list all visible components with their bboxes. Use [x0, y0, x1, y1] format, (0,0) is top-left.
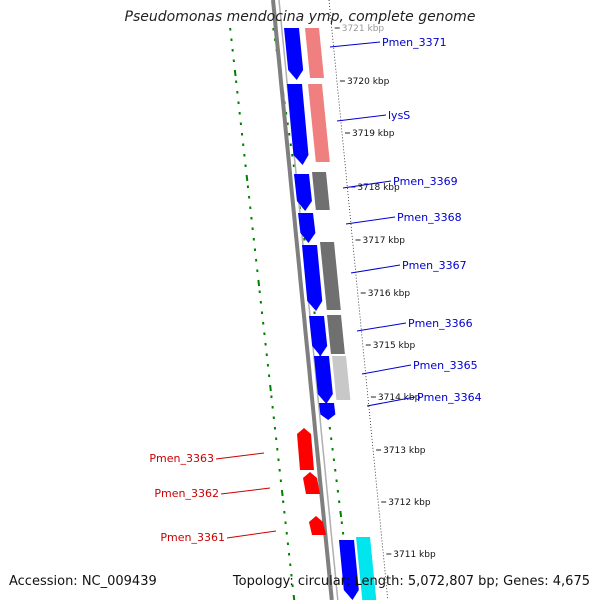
cog-block: [305, 28, 324, 78]
ruler-tick-label: 3719 kbp: [352, 129, 395, 139]
gene-leader-line: [330, 42, 380, 47]
map-title: Pseudomonas mendocina ymp, complete geno…: [0, 9, 600, 25]
gene-label-forward: Pmen_3367: [402, 259, 467, 272]
gene-leader-line: [227, 531, 276, 538]
ruler-tick-label: 3713 kbp: [383, 446, 426, 456]
gc-skew-dot: [270, 385, 271, 391]
forward-gene-arrow: [339, 540, 359, 600]
gene-label-reverse: Pmen_3361: [160, 531, 225, 544]
ruler-tick-label: 3716 kbp: [368, 289, 411, 299]
gene-label-forward: Pmen_3365: [413, 359, 478, 372]
forward-gene-arrow: [319, 403, 335, 420]
ruler-tick-label: 3717 kbp: [363, 236, 406, 246]
forward-gene-arrow: [309, 316, 327, 356]
cog-block: [308, 84, 330, 162]
ruler-tick-label: 3712 kbp: [388, 498, 431, 508]
gene-leader-line: [346, 217, 395, 224]
cog-block: [312, 172, 330, 210]
forward-gene-arrow: [302, 245, 322, 311]
gc-skew-dot: [235, 70, 236, 76]
gene-label-reverse: Pmen_3363: [149, 452, 214, 465]
gene-leader-line: [362, 365, 411, 374]
cog-block: [327, 315, 345, 354]
accession-text: Accession: NC_009439: [9, 574, 157, 589]
reverse-gene-arrow: [303, 472, 320, 494]
forward-gene-arrow: [314, 356, 333, 404]
gene-label-forward: lysS: [388, 109, 410, 122]
gene-leader-line: [216, 453, 264, 459]
gene-leader-line: [351, 265, 400, 273]
gene-label-forward: Pmen_3366: [408, 317, 473, 330]
forward-gene-arrow: [284, 28, 303, 80]
cog-block: [320, 242, 341, 310]
gc-skew-dot: [282, 490, 283, 496]
forward-gene-arrow: [287, 84, 308, 165]
ruler-tick-label: 3720 kbp: [347, 77, 390, 87]
cog-block: [332, 356, 350, 400]
ruler-tick-label: 3711 kbp: [393, 550, 436, 560]
ruler-tick-label: 3715 kbp: [373, 341, 416, 351]
gene-label-forward: Pmen_3364: [417, 391, 482, 404]
gc-skew-dot: [340, 511, 341, 517]
gc-skew-dot: [294, 595, 295, 600]
gene-leader-line: [221, 488, 270, 494]
reverse-gene-arrow: [297, 428, 314, 470]
forward-gene-arrow: [298, 213, 315, 243]
genome-summary-text: Topology: circular; Length: 5,072,807 bp…: [233, 574, 590, 589]
gene-label-forward: Pmen_3369: [393, 175, 458, 188]
cog-block: [356, 537, 376, 600]
gene-label-forward: Pmen_3368: [397, 211, 462, 224]
gene-label-reverse: Pmen_3362: [154, 487, 219, 500]
forward-gene-arrow: [294, 174, 312, 211]
gene-label-forward: Pmen_3371: [382, 36, 447, 49]
gene-leader-line: [357, 323, 406, 331]
ruler-tick-label: 3714 kbp: [378, 393, 421, 403]
gc-skew-dot: [247, 175, 248, 181]
gene-leader-line: [337, 115, 386, 121]
ruler-tick-label: 3721 kbp: [342, 24, 385, 34]
gc-skew-dot: [258, 280, 259, 286]
